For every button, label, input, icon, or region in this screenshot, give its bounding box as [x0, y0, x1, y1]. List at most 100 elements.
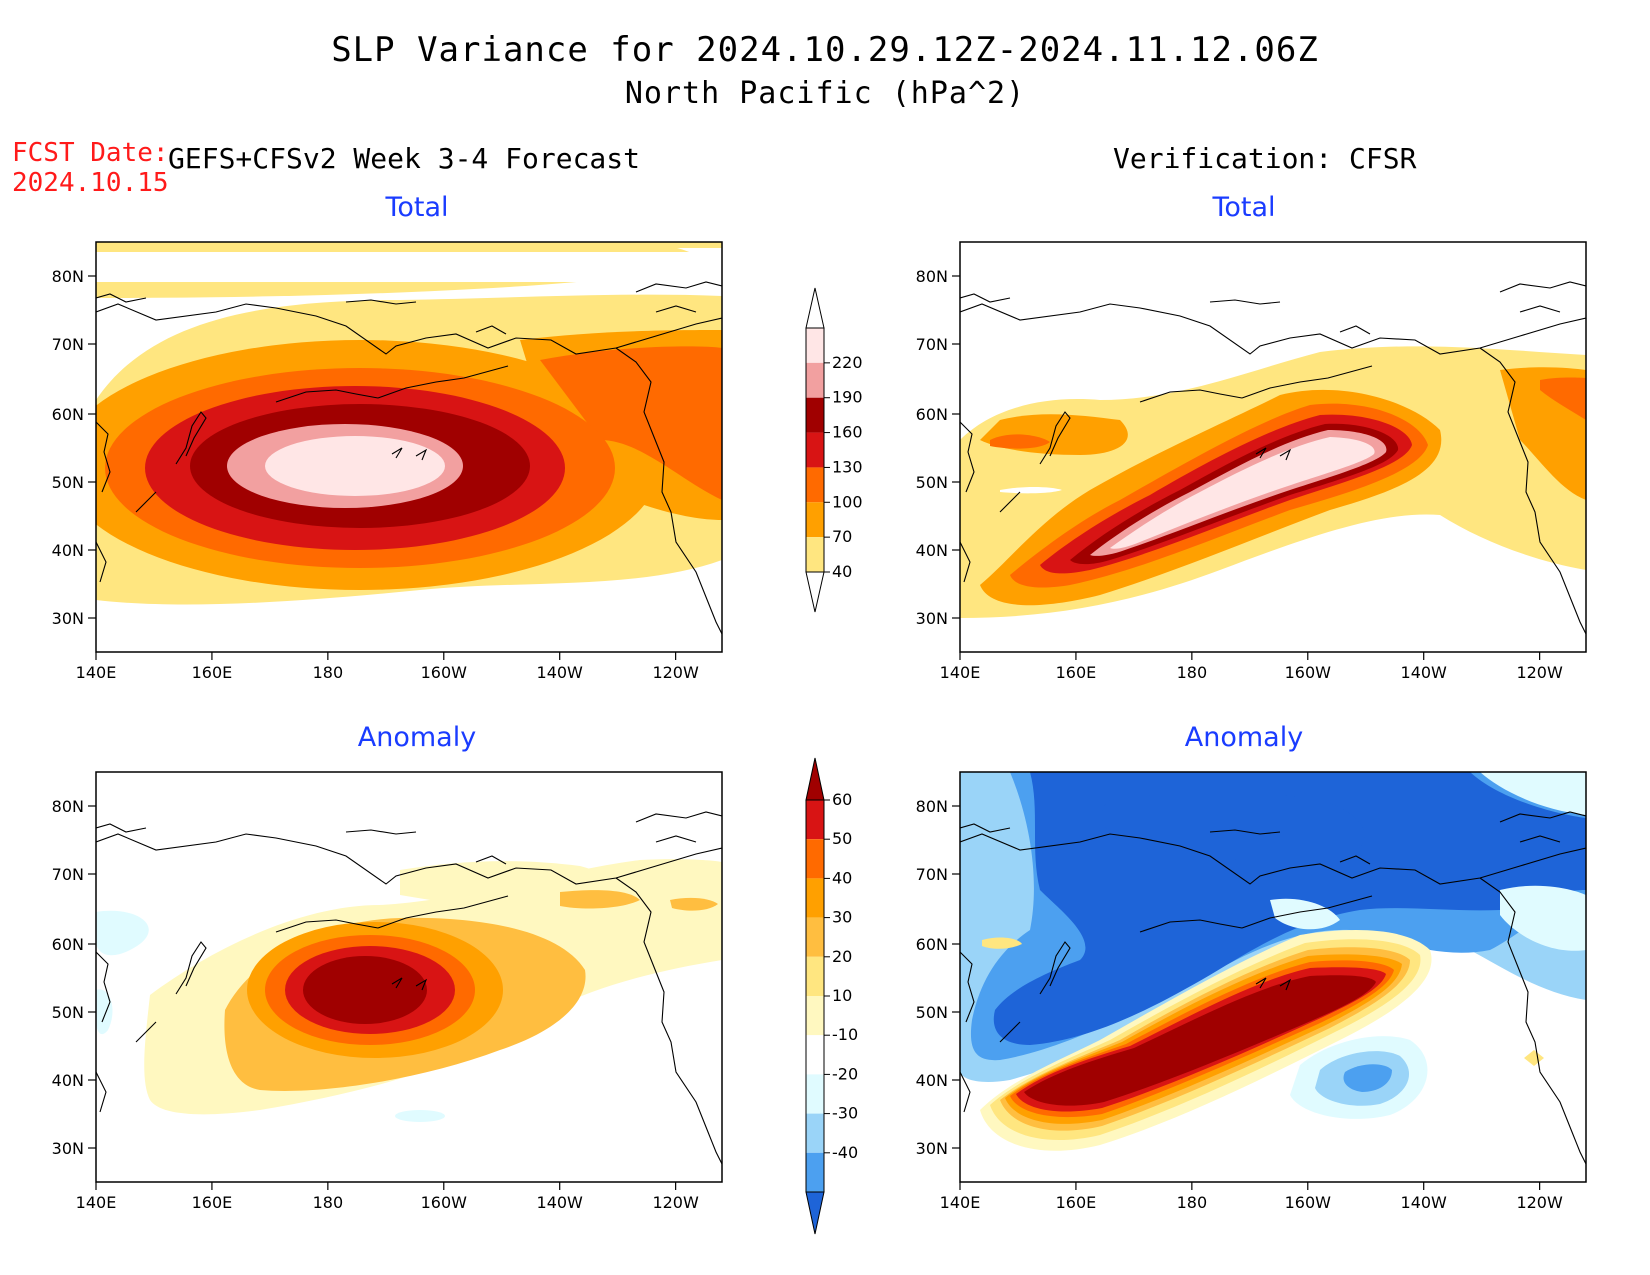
colorbar-swatch [806, 328, 824, 363]
colorbar-total: 220 190 160 130 100 70 40 [805, 287, 863, 613]
lat-tick-label: 50N [52, 473, 84, 492]
colorbar-level-label: 50 [832, 829, 852, 848]
fcst-date-label: FCST Date: [12, 138, 169, 168]
colorbar-swatch [806, 1035, 824, 1075]
lon-tick-label: 160E [1056, 663, 1097, 682]
colorbar-bottom-arrow [805, 1191, 825, 1235]
lon-tick-label: 160E [1056, 1193, 1097, 1212]
lat-tick-label: 60N [52, 405, 84, 424]
colorbar-swatch [806, 362, 824, 398]
colorbar-level-label: 10 [832, 986, 852, 1005]
axes-layer: 140E 160E 180 160W 140W 120W 80N 70N 60N 50N 40N 30… [52, 267, 1563, 1212]
lat-tick-label: 50N [52, 1003, 84, 1022]
lon-tick-label: 160W [421, 1193, 468, 1212]
lon-tick-label: 140E [940, 1193, 981, 1212]
lat-tick-label: 70N [52, 865, 84, 884]
lat-tick-label: 70N [916, 335, 948, 354]
colorbar-swatch [806, 1113, 824, 1153]
colorbar-level-label: -40 [832, 1143, 858, 1162]
colorbar-top-arrow [805, 757, 825, 801]
panel-title-verification-anomaly: Anomaly [1184, 722, 1304, 753]
lon-tick-label: 140W [1401, 663, 1448, 682]
lat-tick-label: 50N [916, 473, 948, 492]
lat-tick-label: 70N [52, 335, 84, 354]
colorbar-swatch [806, 537, 824, 572]
colorbar-swatch [806, 996, 824, 1036]
colorbar-level-label: -10 [832, 1025, 858, 1044]
panel-title-forecast-total: Total [385, 192, 449, 223]
lat-tick-label: 80N [916, 267, 948, 286]
colorbar-level-label: 40 [832, 562, 852, 581]
lon-tick-label: 140W [537, 1193, 584, 1212]
lon-tick-label: 180 [1177, 663, 1208, 682]
lat-tick-label: 80N [52, 267, 84, 286]
colorbar-swatch [806, 1074, 824, 1114]
lon-tick-label: 120W [1516, 663, 1563, 682]
main-title: SLP Variance for 2024.10.29.12Z-2024.11.… [331, 30, 1319, 70]
colorbar-anomaly: 60 50 40 30 20 10 -10 -20 -30 -40 [805, 757, 858, 1235]
lat-tick-label: 80N [52, 797, 84, 816]
lon-tick-label: 140E [76, 1193, 117, 1212]
lat-tick-label: 30N [52, 609, 84, 628]
lon-tick-label: 120W [652, 1193, 699, 1212]
colorbar-swatch [806, 956, 824, 996]
colorbar-level-label: 60 [832, 790, 852, 809]
colorbar-swatch [806, 800, 824, 840]
lon-tick-label: 140W [1401, 1193, 1448, 1212]
lat-tick-label: 40N [916, 1071, 948, 1090]
colorbar-level-label: -20 [832, 1064, 858, 1083]
lon-tick-label: 160W [421, 663, 468, 682]
lat-tick-label: 40N [52, 1071, 84, 1090]
colorbar-swatch [806, 397, 824, 433]
colorbar-level-label: 70 [832, 527, 852, 546]
panel-title-verification-total: Total [1212, 192, 1276, 223]
fcst-date-value: 2024.10.15 [12, 168, 169, 198]
colorbar-level-label: 130 [832, 457, 863, 476]
lat-tick-label: 70N [916, 865, 948, 884]
lat-tick-label: 50N [916, 1003, 948, 1022]
colorbar-swatch [806, 467, 824, 503]
lat-tick-label: 40N [916, 541, 948, 560]
colorbar-level-label: 220 [832, 353, 863, 372]
lon-tick-label: 180 [313, 1193, 344, 1212]
lon-tick-label: 140W [537, 663, 584, 682]
lat-tick-label: 40N [52, 541, 84, 560]
lon-tick-label: 120W [1516, 1193, 1563, 1212]
lat-tick-label: 60N [916, 405, 948, 424]
lat-tick-label: 80N [916, 797, 948, 816]
lon-tick-label: 160E [192, 663, 233, 682]
lat-tick-label: 60N [916, 935, 948, 954]
colorbar-swatch [806, 839, 824, 879]
lon-tick-label: 140E [940, 663, 981, 682]
forecast-header: GEFS+CFSv2 Week 3-4 Forecast [168, 142, 641, 175]
lat-tick-label: 30N [916, 609, 948, 628]
colorbar-swatch [806, 917, 824, 957]
colorbar-swatch [806, 1152, 824, 1192]
lon-tick-label: 120W [652, 663, 699, 682]
lon-tick-label: 160E [192, 1193, 233, 1212]
forecast-anomaly-map [95, 771, 723, 1183]
colorbar-swatch [806, 432, 824, 468]
colorbar-level-label: 20 [832, 947, 852, 966]
lat-tick-label: 30N [52, 1139, 84, 1158]
lon-tick-label: 180 [1177, 1193, 1208, 1212]
colorbar-level-label: 190 [832, 388, 863, 407]
colorbar-level-label: -30 [832, 1104, 858, 1123]
verification-header: Verification: CFSR [1113, 142, 1417, 175]
lat-tick-label: 30N [916, 1139, 948, 1158]
lon-tick-label: 140E [76, 663, 117, 682]
main-subtitle: North Pacific (hPa^2) [624, 76, 1026, 111]
lon-tick-label: 160W [1285, 663, 1332, 682]
colorbar-swatch [806, 878, 824, 918]
colorbar-level-label: 100 [832, 492, 863, 511]
lon-tick-label: 160W [1285, 1193, 1332, 1212]
colorbar-level-label: 160 [832, 423, 863, 442]
panel-title-forecast-anomaly: Anomaly [357, 722, 477, 753]
colorbar-level-label: 30 [832, 908, 852, 927]
lat-tick-label: 60N [52, 935, 84, 954]
verification-total-map [959, 241, 1587, 653]
colorbar-swatch [806, 502, 824, 538]
lon-tick-label: 180 [313, 663, 344, 682]
verification-anomaly-map [959, 771, 1587, 1183]
